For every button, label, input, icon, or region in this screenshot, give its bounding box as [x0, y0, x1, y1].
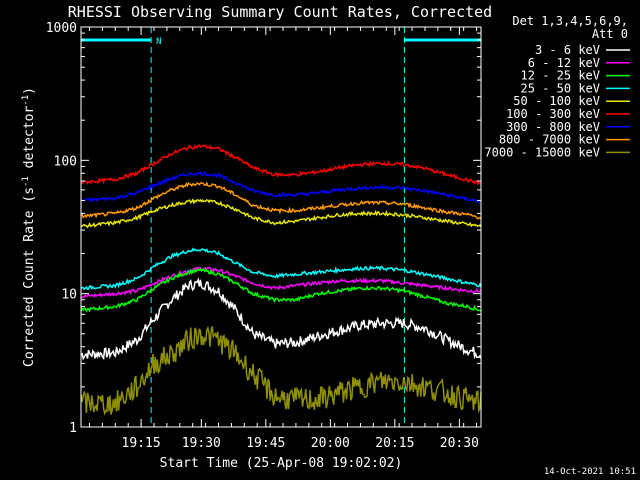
series-line-6-12-kev: [80, 266, 482, 299]
y-axis-label-sup-1: -1: [21, 176, 31, 187]
y-axis-label: Corrected Count Rate (s-1 detector-1): [21, 87, 37, 367]
series-line-300-800-kev: [80, 170, 482, 204]
night-markers: N: [81, 27, 481, 427]
y-tick-label: 1: [69, 421, 77, 436]
series-line-800-7000-kev: [80, 181, 482, 220]
legend-label: 12 - 25 keV: [521, 69, 600, 83]
y-tick-label: 10: [61, 288, 77, 303]
y-tick-label: 1000: [46, 21, 77, 36]
axes: 1 10 100 1000 19:15 19:30 19:45 20:00 20:15 20:30: [46, 21, 481, 451]
series-line-50-100-kev: [80, 198, 482, 229]
y-axis-label-part-3: ): [22, 87, 37, 95]
legend-label: 100 - 300 keV: [506, 107, 600, 121]
series-line-25-50-kev: [81, 247, 482, 291]
series-line-7000-15000-kev: [80, 325, 482, 416]
night-marker-label: N: [156, 37, 161, 47]
y-axis-label-part-1: Corrected Count Rate (s: [22, 187, 37, 367]
x-tick-label: 19:15: [122, 436, 161, 451]
legend-label: 7000 - 15000 keV: [484, 145, 600, 159]
x-tick-label: 20:15: [375, 436, 414, 451]
legend-label: 25 - 50 keV: [521, 81, 600, 95]
x-axis-label: Start Time (25-Apr-08 19:02:02): [160, 456, 403, 471]
legend-label: 3 - 6 keV: [535, 43, 600, 57]
legend-label: 6 - 12 keV: [528, 56, 600, 70]
chart-title: RHESSI Observing Summary Count Rates, Co…: [68, 3, 492, 21]
series-line-3-6-kev: [80, 277, 482, 361]
legend-label: 800 - 7000 keV: [499, 133, 600, 147]
legend-header-detectors: Det 1,3,4,5,6,9,: [512, 14, 628, 28]
series-line-100-300-kev: [80, 144, 482, 186]
x-tick-label: 19:30: [182, 436, 221, 451]
y-tick-label: 100: [54, 154, 77, 169]
legend-label: 300 - 800 keV: [506, 120, 600, 134]
x-tick-label: 20:00: [311, 436, 350, 451]
x-tick-label: 19:45: [246, 436, 285, 451]
y-axis-label-sup-2: -1: [21, 95, 31, 106]
series-line-12-25-kev: [80, 267, 482, 313]
legend-header-attenuator: Att 0: [592, 27, 628, 41]
series-group: [80, 144, 482, 416]
x-tick-label: 20:30: [440, 436, 479, 451]
y-axis-label-part-2: detector: [22, 106, 37, 177]
plot-frame: [80, 26, 482, 428]
legend-label: 50 - 100 keV: [513, 94, 600, 108]
footer-date: 14-Oct-2021 10:51: [544, 467, 636, 477]
